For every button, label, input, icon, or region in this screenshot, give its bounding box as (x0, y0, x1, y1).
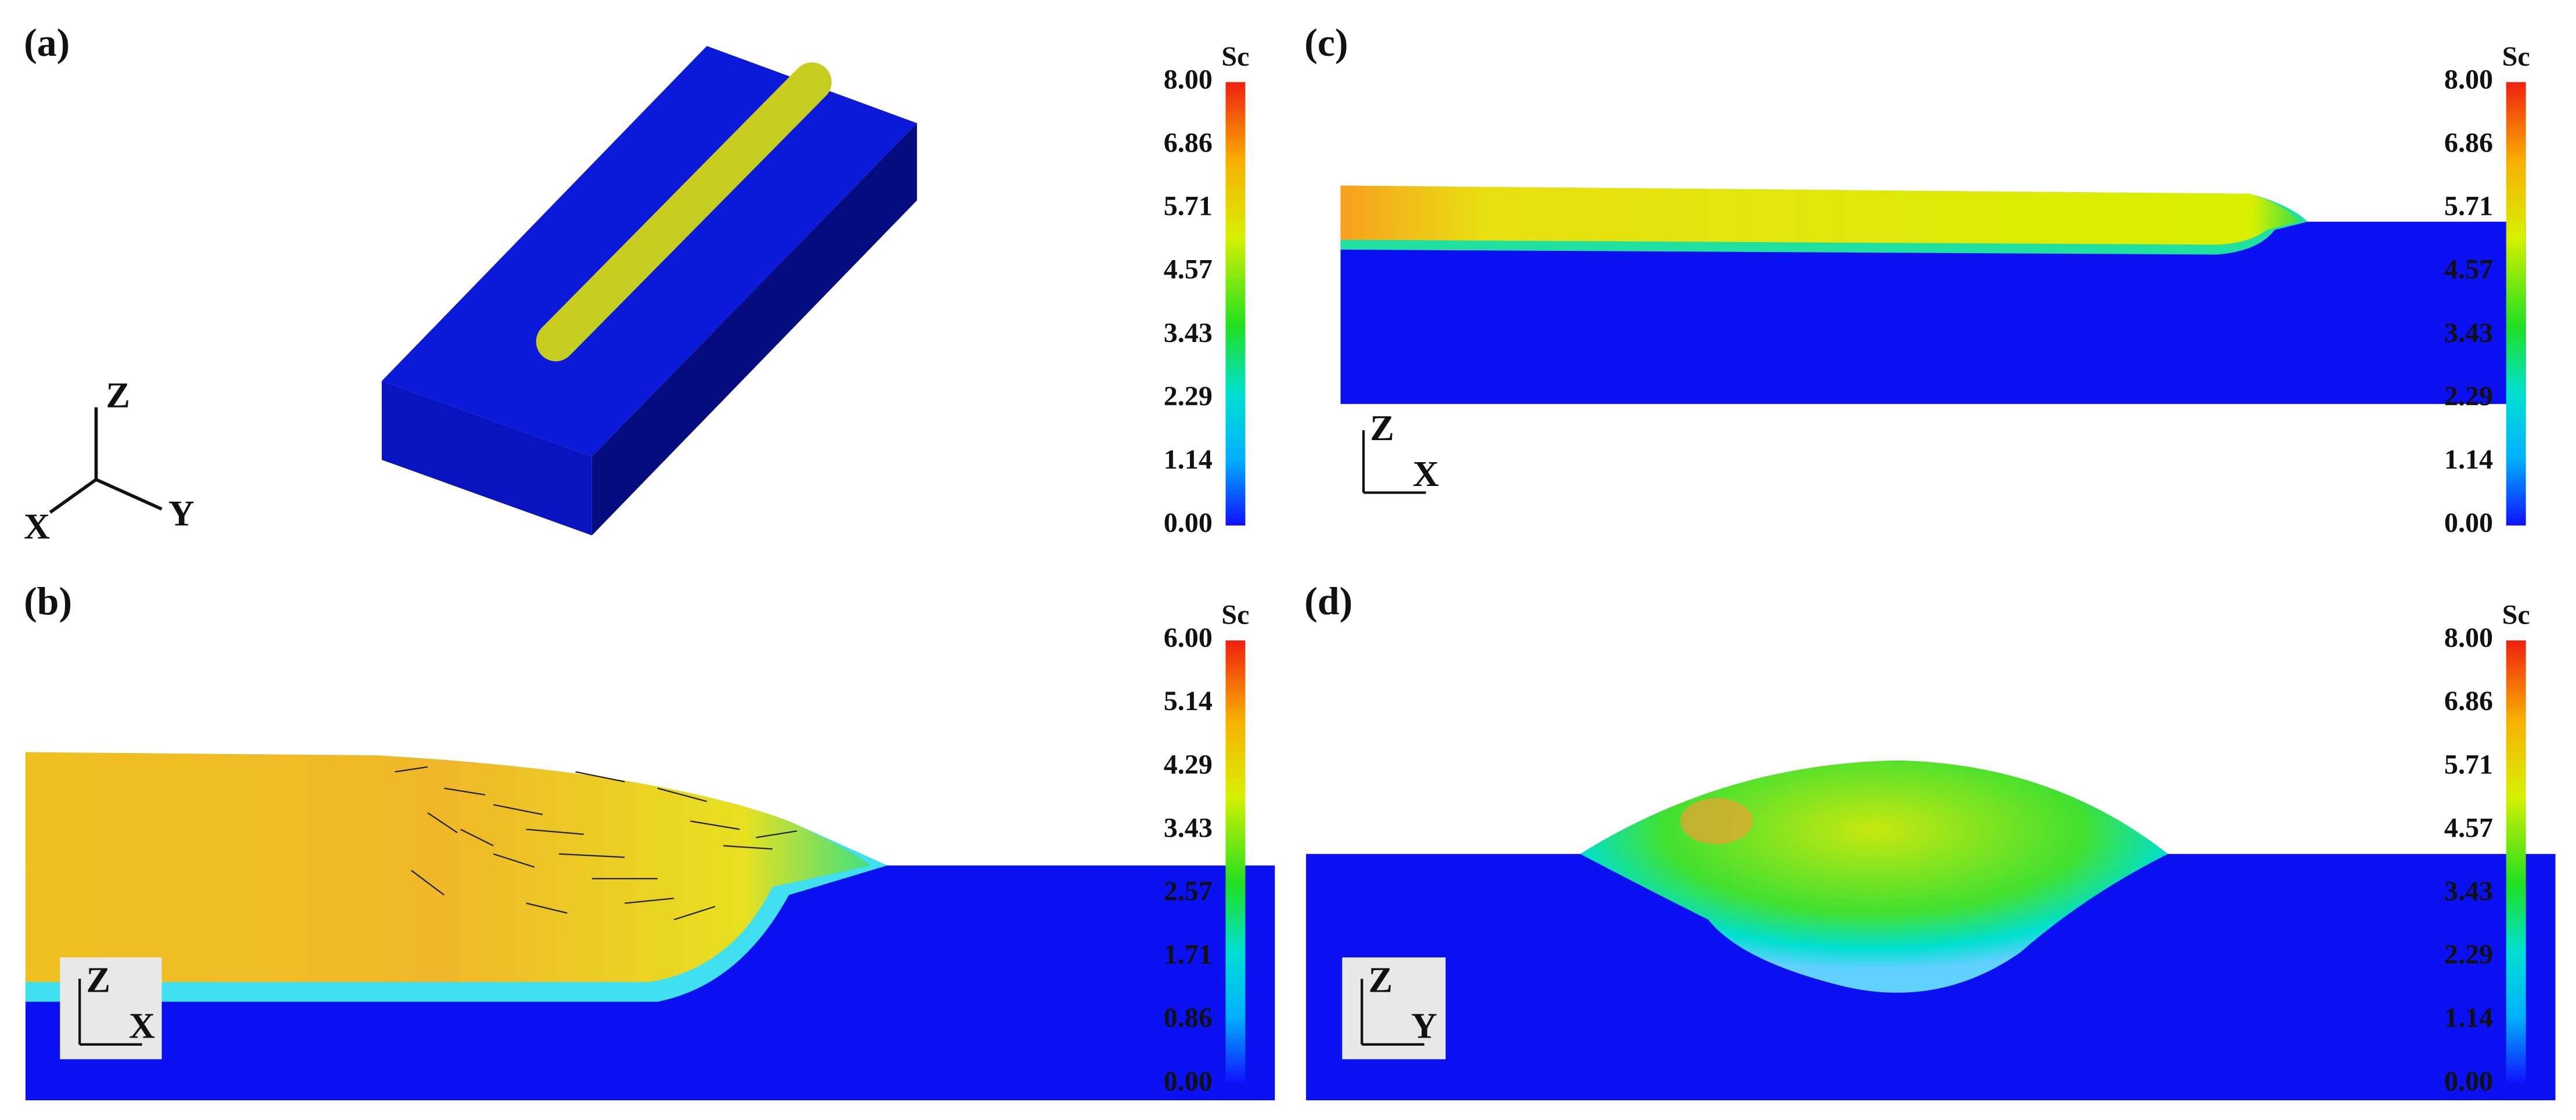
panel-label: (c) (1304, 21, 1348, 64)
colorbar-tick-label: 6.00 (1164, 622, 1213, 653)
axis-label: Y (168, 494, 194, 534)
axis-label: X (1413, 455, 1439, 494)
colorbar-tick-label: 0.00 (1164, 507, 1213, 538)
colorbar (2506, 82, 2526, 526)
axis-triad (1362, 430, 1426, 494)
colorbar-tick-label: 5.71 (2444, 191, 2493, 222)
axis-box (1342, 957, 1446, 1060)
colorbar-tick-label: 8.00 (2444, 622, 2493, 653)
panel-label: (b) (24, 579, 72, 623)
colorbar-tick-label: 0.00 (1164, 1066, 1213, 1097)
panel-b: (b) Z X (24, 579, 1275, 1101)
colorbar (1225, 82, 1246, 526)
colorbar-tick-label: 2.29 (2444, 939, 2493, 970)
panel-c: (c) Z X (1304, 21, 2526, 494)
axis-label: Z (106, 376, 130, 415)
colorbar-tick-label: 3.43 (1164, 318, 1213, 348)
velocity-vectors (395, 766, 798, 921)
colorbar-title: Sc (1221, 600, 1249, 631)
colorbar-tick-label: 6.86 (2444, 128, 2493, 159)
colorbar-title: Sc (2502, 41, 2530, 72)
colorbar-tick-label: 8.00 (2444, 64, 2493, 95)
colorbar-tick-label: 4.29 (1164, 749, 1213, 780)
block-side (591, 123, 917, 536)
colorbar-tick-label: 1.71 (1164, 939, 1213, 970)
colorbar-tick-label: 8.00 (1164, 64, 1213, 95)
colorbar-tick-label: 2.57 (1164, 876, 1213, 907)
axis-label: Y (1411, 1007, 1437, 1046)
weld-bead (536, 62, 832, 362)
panel-a: (a) Z X Y (24, 21, 917, 547)
colorbar-tick-label: 4.57 (2444, 812, 2493, 843)
colorbar-tick-label: 6.86 (2444, 686, 2493, 716)
colorbar-tick-label: 4.57 (2444, 254, 2493, 285)
colorbar-title: Sc (1221, 41, 1249, 72)
axis-label: Z (1369, 960, 1393, 1000)
block-front (381, 381, 592, 536)
panel-d: (d) Z Y (1304, 579, 2556, 1101)
colorbar-tick-label: 0.00 (2444, 507, 2493, 538)
axis-label: X (24, 507, 50, 547)
axis-box (60, 957, 162, 1060)
colorbar-tick-label: 1.14 (2444, 1003, 2493, 1033)
panel-label: (a) (24, 21, 70, 64)
colorbar-tick-label: 1.14 (2444, 444, 2493, 475)
weld-pool (25, 752, 871, 982)
weld-pool (1340, 185, 2300, 245)
axis-triad (1361, 978, 1424, 1046)
colorbar-title: Sc (2502, 600, 2530, 631)
colorbar-tick-label: 5.71 (2444, 749, 2493, 780)
colorbar-tick-label: 0.86 (1164, 1003, 1213, 1033)
colorbar-tick-label: 5.71 (1164, 191, 1213, 222)
axis-label: X (129, 1007, 155, 1046)
colorbar-tick-label: 2.29 (2444, 381, 2493, 412)
colorbar-tick-label: 2.29 (1164, 381, 1213, 412)
colorbar-tick-label: 1.14 (1164, 444, 1213, 475)
colorbar-tick-label: 3.43 (2444, 876, 2493, 907)
panel-label: (d) (1304, 579, 1352, 623)
colorbar-tick-label: 3.43 (2444, 318, 2493, 348)
colorbar (2506, 640, 2526, 1084)
colorbar (1225, 640, 1246, 1084)
colorbar-tick-label: 0.00 (2444, 1066, 2493, 1097)
axis-label: Z (1370, 409, 1394, 448)
axis-triad (78, 978, 142, 1046)
hot-spot (1680, 798, 1753, 844)
colorbar-tick-label: 3.43 (1164, 812, 1213, 843)
colorbar-tick-label: 4.57 (1164, 254, 1213, 285)
axis-triad (49, 407, 163, 514)
axis-label: Z (86, 960, 111, 1000)
colorbar-tick-label: 6.86 (1164, 128, 1213, 159)
colorbar-tick-label: 5.14 (1164, 686, 1213, 716)
